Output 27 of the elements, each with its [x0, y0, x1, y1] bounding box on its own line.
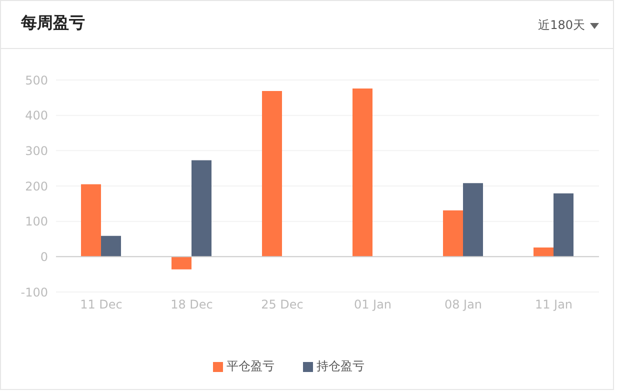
bar	[81, 184, 101, 257]
bar	[443, 210, 463, 257]
x-tick-label: 11 Jan	[534, 298, 573, 312]
bar	[463, 183, 483, 257]
bar	[192, 160, 212, 257]
bar	[101, 236, 121, 257]
y-tick-label: 200	[25, 179, 48, 194]
chart-title: 每周盈亏	[21, 13, 85, 34]
y-tick-label: 400	[25, 108, 48, 123]
x-tick-label: 25 Dec	[261, 298, 304, 312]
x-tick-label: 08 Jan	[444, 298, 482, 312]
legend-label: 平仓盈亏	[226, 359, 274, 373]
bar	[554, 193, 574, 257]
bar	[262, 90, 282, 257]
bar	[352, 88, 372, 257]
y-tick-label: 500	[25, 73, 48, 88]
y-tick-label: 0	[40, 250, 48, 264]
text: 近180天	[538, 17, 585, 34]
bar	[534, 247, 554, 257]
y-tick-label: -100	[20, 285, 48, 300]
x-tick-label: 11 Dec	[80, 298, 122, 312]
x-tick-label: 18 Dec	[170, 298, 213, 312]
y-tick-label: 100	[25, 214, 48, 229]
y-tick-label: 300	[25, 144, 48, 158]
legend-label: 持仓盈亏	[316, 359, 364, 373]
bar	[172, 256, 192, 270]
x-tick-label: 01 Jan	[354, 298, 392, 312]
